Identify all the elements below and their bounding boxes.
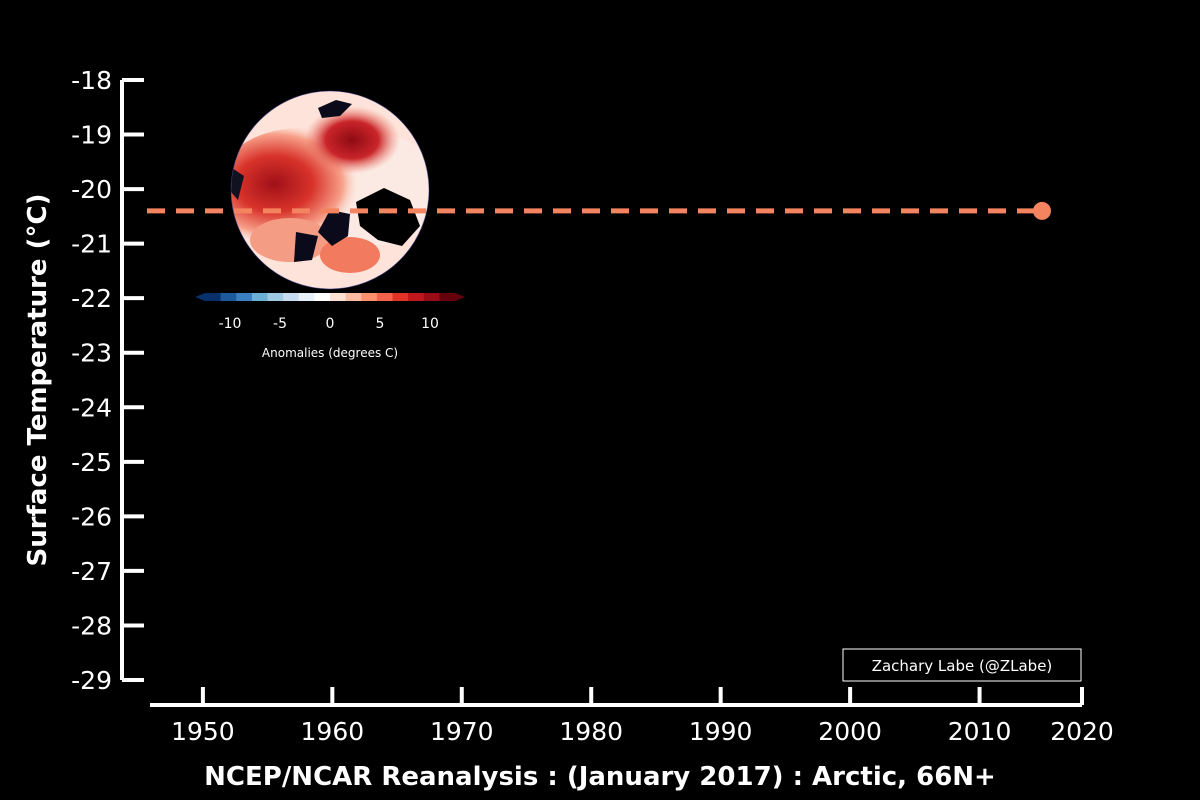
colorbar-segment xyxy=(376,293,393,301)
y-tick-labels: -18 -19 -20 -21 -22 -23 -24 -25 -26 -27 -28 -29 xyxy=(71,66,112,695)
y-tick-label: -25 xyxy=(71,448,112,477)
x-tick-label: 2010 xyxy=(948,717,1012,746)
series-layer xyxy=(147,201,1051,220)
x-tick-label: 2000 xyxy=(818,717,882,746)
y-tick-label: -23 xyxy=(71,339,112,368)
y-tick-label: -26 xyxy=(71,502,112,531)
y-tick-label: -24 xyxy=(71,393,112,422)
x-tick-label: 1950 xyxy=(171,717,235,746)
x-tick-label: 2020 xyxy=(1050,717,1114,746)
colorbar-segment xyxy=(361,293,378,301)
y-tick-label: -19 xyxy=(71,121,112,150)
colorbar-segment xyxy=(267,293,284,301)
credit-box: Zachary Labe (@ZLabe) xyxy=(842,648,1082,682)
colorbar-segment xyxy=(251,293,268,301)
colorbar-tick-label: -10 xyxy=(219,316,242,332)
y-tick-label: -18 xyxy=(71,66,112,95)
colorbar-max-arrow xyxy=(455,293,465,301)
colorbar-segment xyxy=(345,293,362,301)
colorbar-segment xyxy=(439,293,456,301)
colorbar-segment xyxy=(330,293,347,301)
x-tick-labels: 1950 1960 1970 1980 1990 2000 2010 2020 xyxy=(171,717,1114,746)
colorbar xyxy=(195,293,465,301)
colorbar-segment xyxy=(392,293,409,301)
colorbar-tick-labels: -10 -5 0 5 10 xyxy=(219,316,439,332)
colorbar-segment xyxy=(423,293,440,301)
x-tick-label: 1990 xyxy=(689,717,753,746)
colorbar-segment xyxy=(220,293,237,301)
y-tick-label: -29 xyxy=(71,666,112,695)
colorbar-tick-label: 10 xyxy=(421,316,439,332)
x-tick-label: 1970 xyxy=(430,717,494,746)
colorbar-segment xyxy=(205,293,222,301)
x-tick-label: 1980 xyxy=(559,717,623,746)
colorbar-segment xyxy=(408,293,425,301)
axes xyxy=(120,80,1082,707)
y-axis-title: Surface Temperature (°C) xyxy=(23,194,53,567)
y-tick-label: -27 xyxy=(71,557,112,586)
data-point-2017 xyxy=(1033,201,1051,220)
colorbar-segment xyxy=(236,293,253,301)
y-tick-label: -20 xyxy=(71,175,112,204)
tick-marks xyxy=(122,78,1084,705)
colorbar-segment xyxy=(314,293,331,301)
y-tick-label: -21 xyxy=(71,230,112,259)
colorbar-tick-label: -5 xyxy=(273,316,287,332)
y-tick-label: -22 xyxy=(71,284,112,313)
x-tick-label: 1960 xyxy=(301,717,365,746)
colorbar-segment xyxy=(298,293,315,301)
x-axis-title: NCEP/NCAR Reanalysis : (January 2017) : … xyxy=(204,762,996,792)
credit-text: Zachary Labe (@ZLabe) xyxy=(872,657,1053,675)
colorbar-title: Anomalies (degrees C) xyxy=(262,346,398,360)
colorbar-segment xyxy=(283,293,300,301)
colorbar-tick-label: 0 xyxy=(326,316,335,332)
arctic-anomaly-map-icon xyxy=(230,90,430,290)
y-tick-label: -28 xyxy=(71,611,112,640)
colorbar-tick-label: 5 xyxy=(376,316,385,332)
colorbar-min-arrow xyxy=(195,293,205,301)
